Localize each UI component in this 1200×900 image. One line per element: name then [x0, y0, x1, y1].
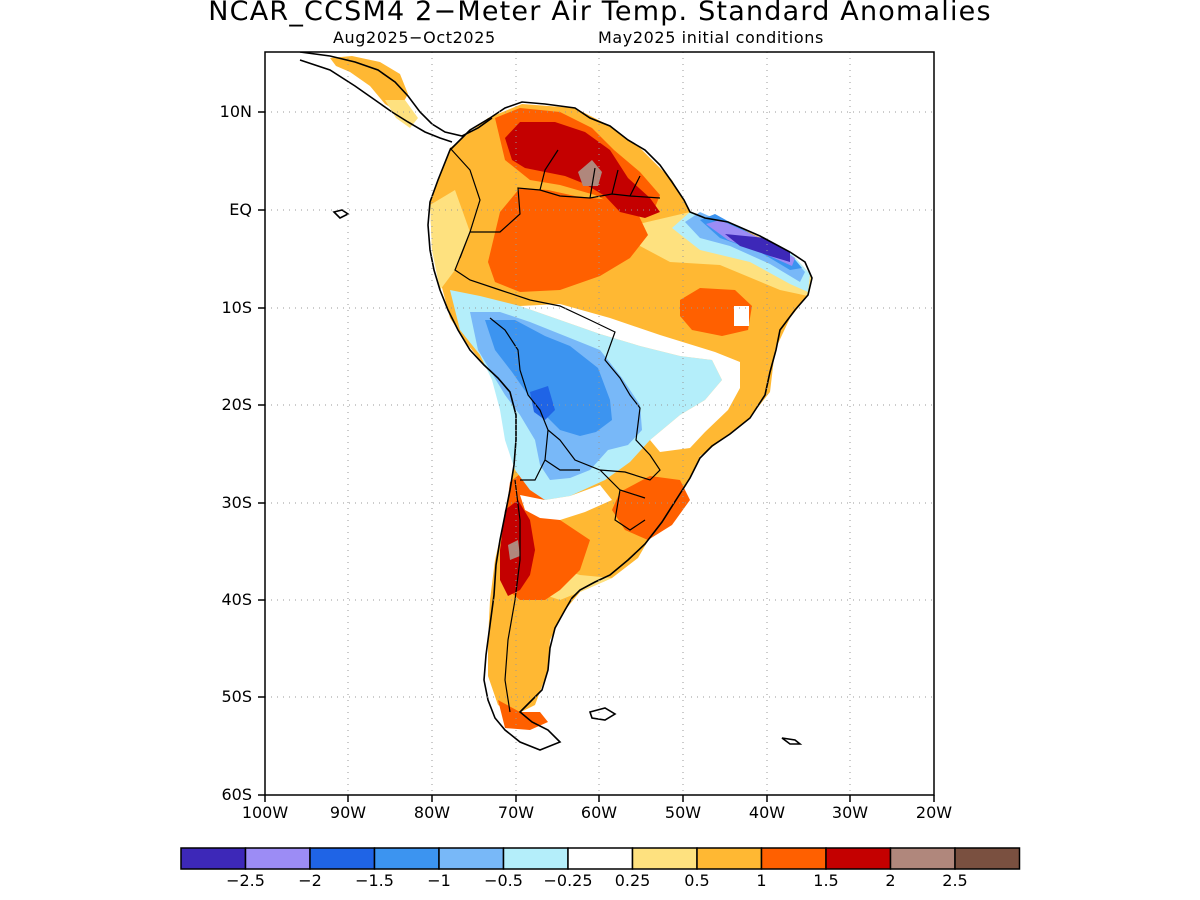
falkland-islands	[588, 707, 617, 721]
warm-strong-amazon	[488, 188, 648, 292]
colorbar-box	[631, 847, 698, 870]
lat-label-10s: 10S	[221, 298, 252, 317]
colorbar-label: 0.25	[614, 871, 651, 890]
colorbar-box	[889, 847, 956, 870]
colorbar-label: −0.25	[543, 871, 593, 890]
colorbar-box	[825, 847, 892, 870]
colorbar-label: −0.5	[484, 871, 523, 890]
colorbar-label: −2.5	[226, 871, 265, 890]
neutral-band	[520, 304, 740, 452]
lat-label-60s: 60S	[221, 785, 252, 804]
warm-central-america	[330, 56, 408, 112]
central-america-coastline	[299, 52, 493, 137]
colorbar-label: 2.5	[942, 871, 968, 890]
lon-label-60w: 60W	[580, 803, 618, 822]
neutral-spot	[734, 306, 749, 326]
lat-label-10n: 10N	[219, 102, 252, 121]
lon-label-100w: 100W	[241, 803, 289, 822]
colorbar-box	[696, 847, 763, 870]
lon-label-70w: 70W	[497, 803, 535, 822]
colorbar-box	[373, 847, 440, 870]
lat-label-eq: EQ	[229, 200, 252, 219]
colorbar-label: 2	[885, 871, 896, 890]
colorbar-box	[180, 847, 247, 870]
coldest-northeast	[725, 234, 790, 262]
south-america-coastline	[427, 101, 813, 751]
colorbar-label: −1.5	[355, 871, 394, 890]
init-subtitle: May2025 initial conditions	[598, 28, 824, 47]
coastlines	[299, 52, 813, 751]
period-subtitle: Aug2025−Oct2025	[333, 28, 496, 47]
colorbar-label: −1	[427, 871, 451, 890]
colorbar-label: 1.5	[813, 871, 839, 890]
colorbar-label: 0.5	[684, 871, 710, 890]
south-georgia	[781, 737, 803, 745]
colorbar-box	[244, 847, 311, 870]
colorbar-box	[760, 847, 827, 870]
lon-label-40w: 40W	[748, 803, 786, 822]
colorbar-box	[954, 847, 1021, 870]
lon-label-90w: 90W	[329, 803, 367, 822]
lon-label-20w: 20W	[915, 803, 953, 822]
colorbar-box	[309, 847, 376, 870]
colorbar-label: 1	[756, 871, 767, 890]
warm-weak-west	[430, 190, 470, 290]
lat-label-30s: 30S	[221, 493, 252, 512]
colorbar-box	[438, 847, 505, 870]
cool-strong-spot	[530, 386, 555, 420]
map-title: NCAR_CCSM4 2−Meter Air Temp. Standard An…	[208, 0, 992, 27]
warm-strong-southeast	[612, 476, 690, 540]
colorbar-label: −2	[298, 871, 322, 890]
anomaly-fields	[330, 56, 812, 730]
lat-label-40s: 40S	[221, 590, 252, 609]
lon-label-30w: 30W	[831, 803, 869, 822]
lat-label-50s: 50S	[221, 687, 252, 706]
tick-marks	[258, 111, 935, 802]
lon-label-80w: 80W	[413, 803, 451, 822]
extreme-warm-spot-north	[578, 160, 602, 186]
extreme-warm-spot-south	[508, 540, 520, 560]
lat-label-20s: 20S	[221, 395, 252, 414]
country-borders	[449, 147, 661, 713]
galapagos	[332, 209, 350, 219]
lon-label-50w: 50W	[664, 803, 702, 822]
colorbar-box	[567, 847, 634, 870]
warm-weak-central-america	[385, 100, 418, 128]
colorbar	[180, 847, 1021, 870]
colorbar-box	[502, 847, 569, 870]
